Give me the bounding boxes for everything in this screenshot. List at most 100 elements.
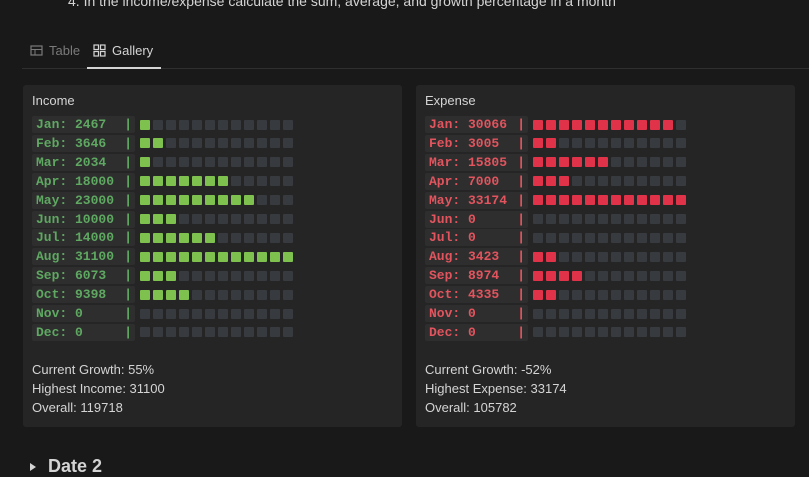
progress-cell bbox=[192, 214, 202, 224]
progress-cell bbox=[153, 157, 163, 168]
progress-cell bbox=[140, 308, 150, 319]
progress-cell bbox=[166, 119, 176, 130]
instruction: 4. In the income/expense calculate the s… bbox=[68, 0, 616, 9]
progress-cell bbox=[663, 119, 673, 130]
card-title: Income bbox=[32, 93, 75, 108]
month-row: Oct: 4335 | bbox=[425, 286, 686, 304]
summary-line: Highest Expense: 33174 bbox=[425, 381, 567, 396]
progress-cell bbox=[663, 308, 673, 319]
progress-cell bbox=[205, 327, 215, 338]
progress-cell bbox=[572, 232, 582, 243]
month-label: Mar: 15805 | bbox=[425, 153, 528, 171]
progress-cell bbox=[663, 214, 673, 224]
month-row: Jun: 0 | bbox=[425, 210, 686, 228]
progress-cell bbox=[231, 119, 241, 130]
progress-cell bbox=[244, 251, 254, 262]
progress-cell bbox=[663, 176, 673, 187]
progress-cell bbox=[676, 232, 686, 243]
progress-cell bbox=[231, 176, 241, 187]
progress-cell bbox=[218, 308, 228, 319]
progress-cell bbox=[244, 289, 254, 300]
month-value: Jul: 0 bbox=[429, 230, 476, 246]
progress-cell bbox=[663, 232, 673, 243]
month-value: Oct: 9398 bbox=[36, 287, 107, 303]
next-section[interactable]: Date 2 bbox=[28, 456, 102, 477]
progress-bar bbox=[140, 214, 293, 224]
month-label: Sep: 6073 | bbox=[32, 267, 135, 285]
month-label: Aug: 3423 | bbox=[425, 248, 528, 266]
tab-gallery[interactable]: Gallery bbox=[93, 43, 153, 58]
progress-cell bbox=[283, 138, 293, 149]
progress-cell bbox=[192, 176, 202, 187]
progress-cell bbox=[218, 195, 228, 206]
progress-cell bbox=[257, 119, 267, 130]
progress-cell bbox=[283, 119, 293, 130]
progress-bar bbox=[533, 308, 686, 319]
progress-cell bbox=[572, 289, 582, 300]
progress-cell bbox=[257, 251, 267, 262]
month-label: May: 23000 | bbox=[32, 191, 135, 209]
view-tabs: Table Gallery bbox=[22, 36, 809, 69]
month-row: Aug: 3423 | bbox=[425, 248, 686, 266]
progress-cell bbox=[153, 327, 163, 338]
tab-label: Gallery bbox=[112, 43, 154, 58]
progress-cell bbox=[598, 138, 608, 149]
progress-cell bbox=[585, 232, 595, 243]
month-value: Feb: 3646 bbox=[36, 135, 107, 151]
progress-cell bbox=[166, 232, 176, 243]
active-tab-underline bbox=[87, 67, 161, 69]
progress-bar bbox=[533, 176, 686, 187]
progress-cell bbox=[257, 138, 267, 149]
progress-cell bbox=[270, 308, 280, 319]
progress-cell bbox=[650, 308, 660, 319]
progress-cell bbox=[585, 214, 595, 224]
progress-cell bbox=[650, 289, 660, 300]
progress-cell bbox=[192, 308, 202, 319]
progress-cell bbox=[663, 327, 673, 338]
progress-cell bbox=[572, 251, 582, 262]
progress-cell bbox=[270, 195, 280, 206]
progress-cell bbox=[585, 119, 595, 130]
separator: | bbox=[517, 135, 525, 151]
progress-cell bbox=[153, 251, 163, 262]
progress-cell bbox=[270, 289, 280, 300]
separator: | bbox=[124, 211, 132, 227]
progress-cell bbox=[676, 289, 686, 300]
progress-cell bbox=[270, 157, 280, 168]
progress-cell bbox=[663, 157, 673, 168]
progress-cell bbox=[585, 195, 595, 206]
progress-cell bbox=[598, 232, 608, 243]
progress-cell bbox=[611, 270, 621, 281]
progress-cell bbox=[153, 195, 163, 206]
progress-cell bbox=[166, 195, 176, 206]
progress-cell bbox=[533, 214, 543, 224]
progress-cell bbox=[218, 251, 228, 262]
tab-table[interactable]: Table bbox=[30, 43, 80, 58]
progress-cell bbox=[572, 214, 582, 224]
progress-cell bbox=[650, 138, 660, 149]
month-row: Jul: 14000 | bbox=[32, 229, 293, 247]
progress-cell bbox=[559, 176, 569, 187]
progress-cell bbox=[572, 157, 582, 168]
month-value: Dec: 0 bbox=[36, 324, 83, 340]
gallery-card[interactable]: Expense Jan: 30066 | Feb: 3005 | Mar: 15805 | A… bbox=[416, 85, 795, 427]
month-value: May: 33174 bbox=[429, 192, 508, 208]
separator: | bbox=[124, 135, 132, 151]
progress-cell bbox=[650, 195, 660, 206]
progress-cell bbox=[637, 308, 647, 319]
gallery-card[interactable]: Income Jan: 2467 | Feb: 3646 | Mar: 2034 | Apr:… bbox=[23, 85, 402, 427]
progress-cell bbox=[140, 232, 150, 243]
progress-cell bbox=[140, 157, 150, 168]
progress-bar bbox=[140, 270, 293, 281]
progress-cell bbox=[663, 195, 673, 206]
progress-bar bbox=[140, 251, 293, 262]
progress-cell bbox=[572, 308, 582, 319]
month-label: Feb: 3005 | bbox=[425, 134, 528, 152]
progress-cell bbox=[637, 270, 647, 281]
separator: | bbox=[124, 249, 132, 265]
month-value: Sep: 6073 bbox=[36, 268, 107, 284]
progress-cell bbox=[140, 270, 150, 281]
month-label: Jun: 0 | bbox=[425, 210, 528, 228]
progress-cell bbox=[546, 176, 556, 187]
month-value: Apr: 7000 bbox=[429, 173, 500, 189]
